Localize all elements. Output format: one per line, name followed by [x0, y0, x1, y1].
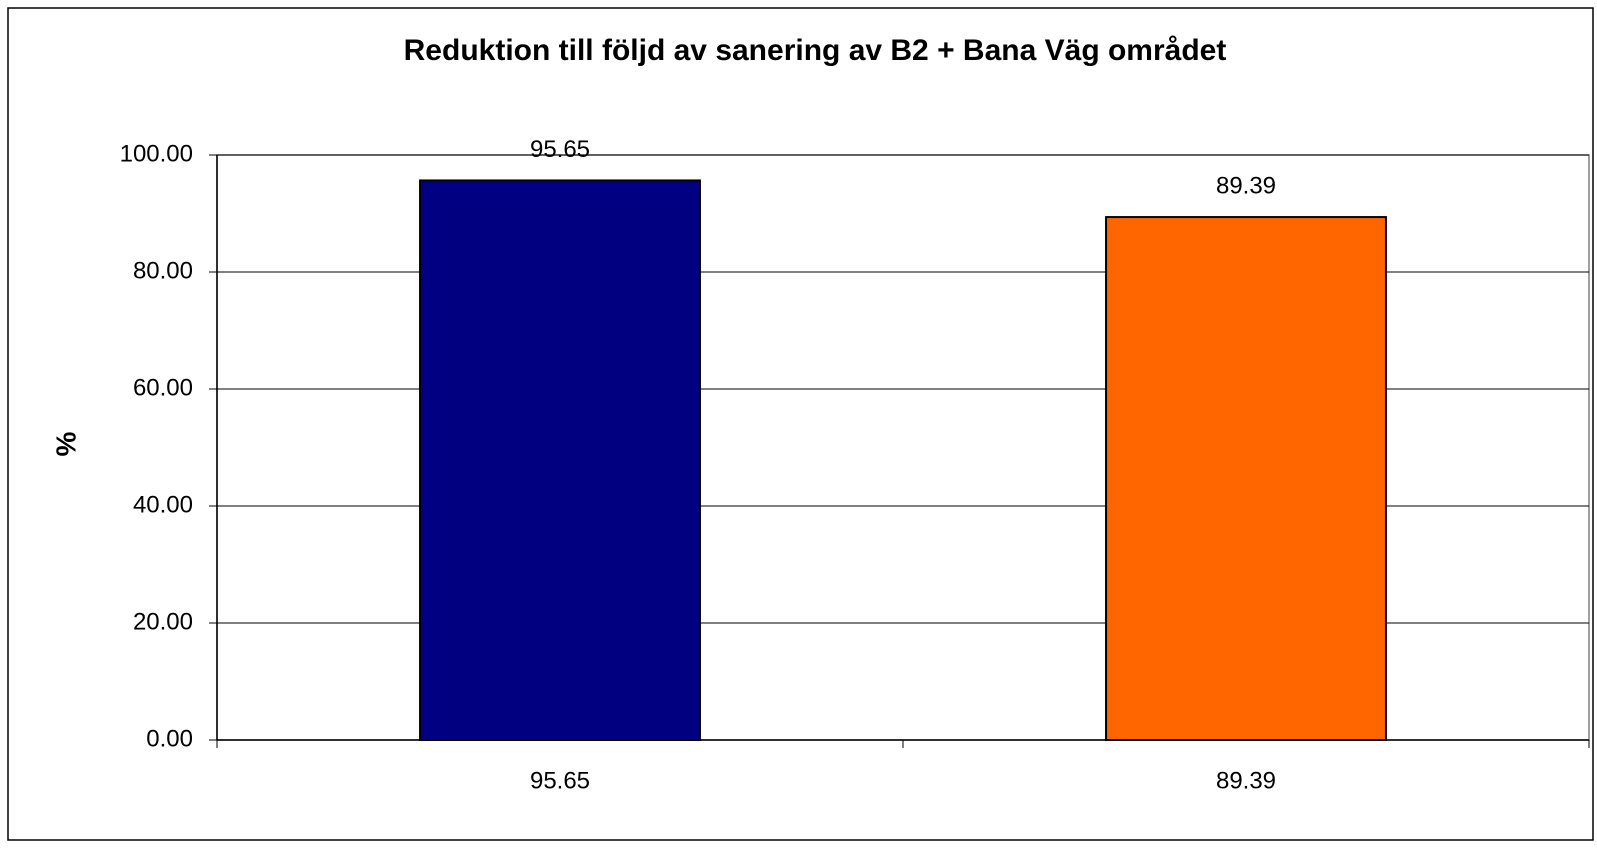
y-tick-label: 60.00 — [133, 374, 193, 401]
bar — [1105, 216, 1387, 742]
y-tick-label: 40.00 — [133, 491, 193, 518]
bar — [419, 179, 701, 741]
y-tick-label: 0.00 — [146, 725, 193, 752]
y-tick-label: 100.00 — [120, 140, 193, 167]
y-axis-label: % — [50, 431, 81, 456]
data-label: 95.65 — [530, 136, 590, 163]
y-tick-label: 80.00 — [133, 257, 193, 284]
x-tick-label: 95.65 — [530, 767, 590, 794]
x-tick-label: 89.39 — [1216, 767, 1276, 794]
y-tick-label: 20.00 — [133, 608, 193, 635]
chart-title: Reduktion till följd av sanering av B2 +… — [404, 34, 1227, 67]
data-label: 89.39 — [1216, 172, 1276, 199]
